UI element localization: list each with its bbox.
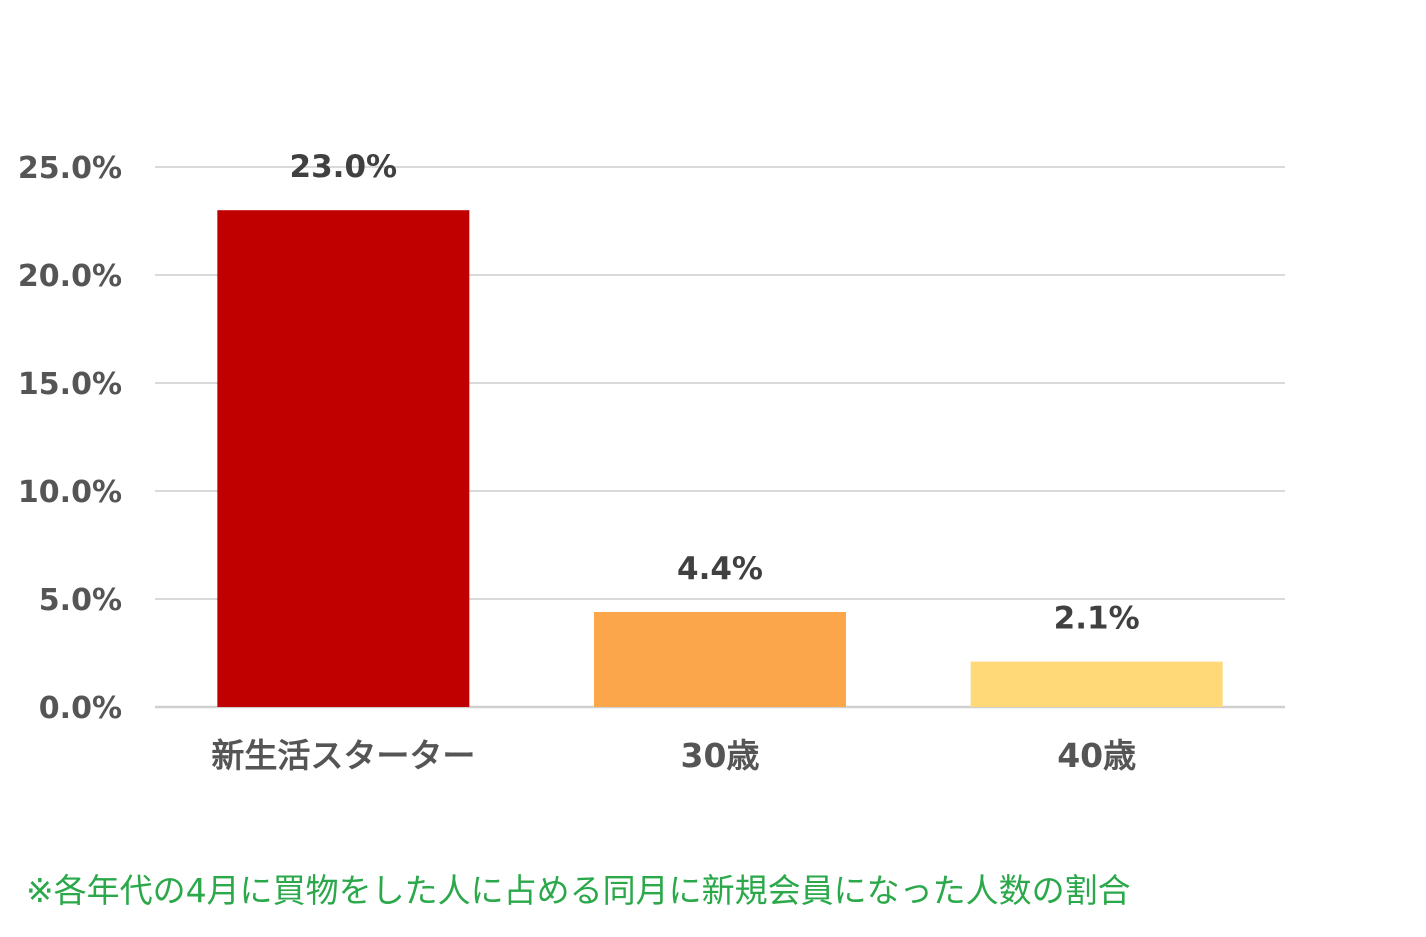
data-label: 4.4% [677,551,763,587]
bar [970,661,1223,707]
category-label: 新生活スターター [211,736,475,775]
footnote: ※各年代の4月に買物をした人に占める同月に新規会員になった人数の割合 [26,871,1131,910]
data-labels: 23.0% 4.4% 2.1% [290,149,1140,636]
bar [217,210,470,707]
x-axis-categories: 新生活スターター 30歳 40歳 [211,736,1136,775]
y-axis-ticks: 0.0% 5.0% 10.0% 15.0% 20.0% 25.0% [18,151,122,726]
y-tick-label: 25.0% [18,151,122,186]
data-label: 23.0% [290,149,398,185]
bars [217,210,1223,707]
y-tick-label: 20.0% [18,259,122,294]
category-label: 30歳 [681,736,760,775]
y-tick-label: 0.0% [39,691,122,726]
y-tick-label: 15.0% [18,367,122,402]
y-tick-label: 10.0% [18,475,122,510]
bar [594,611,846,707]
data-label: 2.1% [1054,601,1140,637]
category-label: 40歳 [1057,736,1136,775]
y-tick-label: 5.0% [39,583,122,618]
